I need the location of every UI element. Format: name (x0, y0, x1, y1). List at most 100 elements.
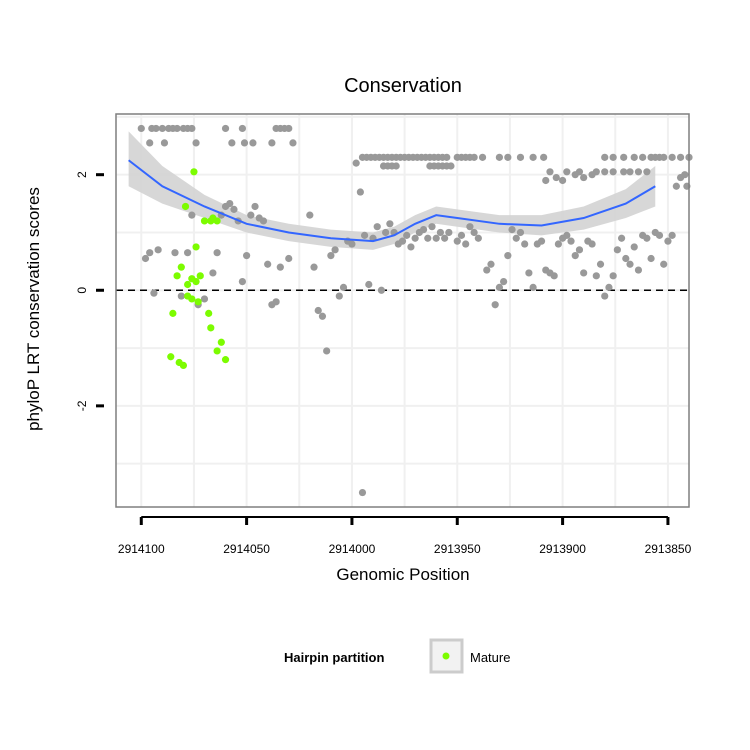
data-point-other (331, 246, 339, 254)
data-point-other (356, 188, 364, 196)
data-point-other (154, 246, 162, 254)
data-point-other (622, 254, 630, 263)
data-point-other (626, 260, 634, 268)
data-point-other (542, 176, 550, 185)
x-tick-label: 2914000 (329, 542, 376, 556)
other-points-layer (137, 124, 693, 497)
data-point-other (457, 231, 466, 239)
data-point-other (617, 234, 626, 242)
data-point-other (540, 153, 548, 161)
data-point-other (453, 237, 461, 245)
data-point-other (580, 269, 588, 277)
data-point-mature (213, 217, 221, 225)
data-point-other (160, 139, 169, 147)
data-point-other (352, 159, 360, 167)
data-point-other (495, 283, 504, 291)
data-point-other (516, 228, 525, 237)
data-point-other (575, 246, 584, 254)
data-point-other (259, 217, 268, 225)
data-point-mature (213, 347, 221, 355)
data-point-mature (177, 263, 185, 271)
data-point-other (323, 347, 331, 355)
data-point-mature (181, 202, 190, 211)
data-point-other (445, 228, 453, 237)
x-tick-label: 2914100 (118, 542, 165, 556)
data-point-mature (207, 324, 215, 332)
data-point-other (609, 272, 617, 280)
data-point-mature (192, 278, 200, 286)
data-point-other (289, 139, 297, 147)
data-point-mature (190, 168, 198, 176)
panel-background (116, 114, 689, 507)
data-point-other (230, 205, 238, 213)
data-point-other (306, 211, 314, 219)
data-point-other (529, 283, 537, 291)
legend-title: Hairpin partition (284, 650, 384, 665)
data-point-mature (205, 309, 213, 317)
data-point-other (620, 168, 628, 176)
data-point-other (285, 124, 293, 133)
data-point-other (495, 153, 504, 161)
x-tick-label: 2913850 (645, 542, 692, 556)
data-point-mature (192, 243, 200, 251)
data-point-mature (217, 338, 225, 346)
smooth-line-layer (128, 159, 656, 243)
data-point-other (339, 283, 348, 291)
data-point-other (571, 251, 579, 260)
data-point-other (546, 168, 554, 176)
data-point-other (512, 234, 520, 242)
data-point-other (314, 306, 322, 315)
data-point-other (436, 228, 445, 237)
data-point-other (655, 231, 664, 239)
data-point-other (504, 153, 512, 161)
legend: Hairpin partition Mature (284, 638, 510, 674)
y-tick-label: 0 (75, 287, 89, 294)
data-point-other (491, 301, 499, 309)
data-point-other (226, 199, 234, 208)
data-point-other (188, 124, 196, 133)
data-point-other (310, 263, 318, 271)
data-point-other (504, 251, 512, 260)
data-point-other (249, 139, 257, 147)
data-point-mature (169, 309, 177, 317)
data-point-other (487, 260, 495, 268)
data-point-mature (194, 298, 202, 306)
data-point-other (552, 173, 560, 182)
data-point-other (146, 139, 154, 147)
data-point-other (478, 153, 487, 161)
data-point-other (424, 234, 432, 242)
data-point-other (601, 153, 609, 161)
data-point-other (537, 237, 546, 245)
data-point-other (158, 124, 166, 133)
data-point-other (466, 223, 474, 231)
data-point-other (470, 228, 478, 237)
data-point-other (335, 292, 343, 300)
data-point-other (228, 139, 236, 147)
data-point-other (664, 237, 672, 245)
data-point-other (392, 162, 400, 170)
data-point-other (247, 211, 255, 219)
data-point-other (377, 286, 386, 294)
data-point-other (500, 278, 508, 286)
data-point-other (634, 266, 643, 274)
data-point-other (146, 249, 154, 257)
data-point-other (483, 266, 491, 274)
legend-key-mature-dot (442, 652, 450, 660)
mature-points-layer (167, 168, 230, 370)
data-point-other (588, 240, 596, 248)
data-point-other (447, 162, 455, 170)
data-point-other (521, 240, 529, 248)
data-point-mature (200, 217, 209, 225)
data-point-other (470, 153, 478, 161)
x-tick-label: 2913950 (434, 542, 481, 556)
data-point-other (276, 263, 284, 271)
data-point-other (634, 168, 643, 176)
data-point-other (626, 168, 634, 176)
data-point-other (243, 251, 251, 260)
data-point-other (639, 153, 647, 161)
data-point-other (240, 139, 249, 147)
data-point-other (563, 168, 571, 176)
data-point-other (221, 124, 230, 133)
data-point-other (630, 243, 638, 251)
